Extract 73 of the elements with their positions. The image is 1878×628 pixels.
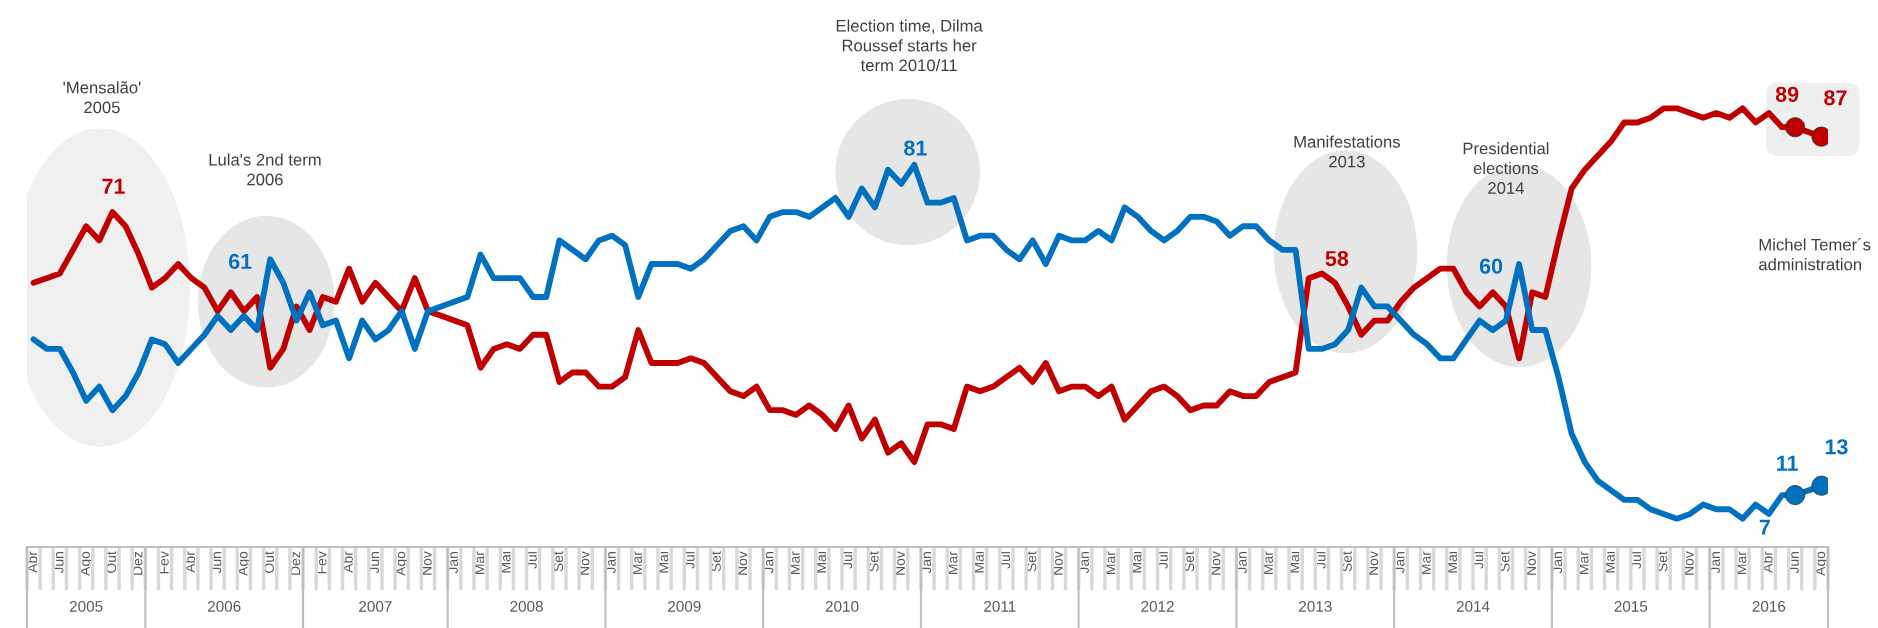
x-tick-label: Nov <box>1684 551 1694 575</box>
data-label: 13 <box>1825 439 1848 455</box>
annotation: Manifestations 2013 <box>1294 135 1400 168</box>
text: 2010 <box>825 601 859 612</box>
x-tick-label: Set <box>553 551 564 572</box>
text: 2014 <box>1456 601 1490 612</box>
x-tick-label: Mar <box>632 551 643 574</box>
text: 2012 <box>1141 601 1174 612</box>
x-tick-label: Set <box>1026 551 1037 572</box>
x-tick-label: Jan <box>1552 552 1563 574</box>
text: 2009 <box>668 601 701 612</box>
x-tick-label: Jun <box>369 552 380 574</box>
x-tick-label: Abr <box>184 551 196 573</box>
x-tick-label: Nov <box>1210 551 1221 575</box>
x-tick-label: Set <box>1184 551 1195 572</box>
x-tick-label: Nov <box>737 551 748 575</box>
text: 2015 <box>1614 601 1648 612</box>
x-tick-label: Jan <box>1394 552 1405 574</box>
text: 2005 <box>69 601 103 612</box>
x-tick-label: Mai <box>973 552 984 573</box>
x-tick-label: Mar <box>1736 551 1747 574</box>
x-tick-label: Set <box>1657 551 1668 572</box>
data-label: 87 <box>1824 90 1847 106</box>
text: 2011 <box>984 601 1016 612</box>
x-tick-label: Mar <box>947 551 958 574</box>
data-label: 71 <box>102 178 125 194</box>
x-tick-label: Jan <box>1237 552 1247 574</box>
annotation: Presidential elections 2014 <box>1463 142 1549 194</box>
x-tick-label: Fev <box>316 551 327 574</box>
data-label: 89 <box>1775 86 1799 102</box>
text: Election time, Dilma Roussef starts her term 2010/11 <box>836 19 983 72</box>
x-tick-label: Mai <box>815 552 827 573</box>
x-tick-label: Out <box>106 551 117 573</box>
x-tick-label: Mai <box>1446 552 1458 573</box>
text: 2008 <box>510 601 543 612</box>
x-tick-label: Mai <box>1604 552 1615 573</box>
x-tick-label: Nov <box>1368 551 1379 575</box>
data-label: 81 <box>904 140 927 156</box>
x-tick-label: Nov <box>1526 551 1536 575</box>
annotation: Lula's 2nd term 2006 <box>209 153 321 186</box>
text: 2007 <box>359 601 392 612</box>
x-tick-label: Jun <box>211 552 222 574</box>
x-tick-label: Mai <box>1289 552 1300 573</box>
x-tick-label: Mar <box>1105 551 1116 574</box>
text: 2013 <box>1299 601 1332 612</box>
x-tick-label: Mar <box>1421 551 1431 574</box>
x-tick-label: Mar <box>474 551 485 574</box>
x-tick-label: Jan <box>763 552 774 574</box>
data-label: 60 <box>1479 258 1503 274</box>
text: 2016 <box>1752 601 1786 612</box>
x-tick-label: Jul <box>842 552 853 569</box>
x-tick-label: Abr <box>27 551 38 573</box>
annotation: Michel Temer´s administration <box>1759 238 1871 271</box>
annotation: 'Mensalão' 2005 <box>63 81 141 114</box>
x-tick-label: Nov <box>1053 551 1063 575</box>
x-tick-label: Mar <box>1263 551 1274 574</box>
x-tick-label: Nov <box>895 551 905 575</box>
data-label: 61 <box>229 253 252 270</box>
x-tick-label: Jun <box>1789 552 1799 574</box>
x-tick-label: Nov <box>579 551 590 575</box>
x-tick-label: Dez <box>132 551 143 575</box>
data-label: 11 <box>1777 455 1798 471</box>
text: 2006 <box>207 601 241 612</box>
x-tick-label: Jan <box>921 552 932 574</box>
x-tick-label: Mar <box>790 551 800 574</box>
x-tick-label: Mai <box>658 552 669 573</box>
x-tick-label: Jan <box>606 552 616 574</box>
data-label: 58 <box>1325 250 1349 267</box>
x-tick-label: Dez <box>290 551 301 575</box>
data-label: 7 <box>1759 519 1770 535</box>
x-tick-label: Nov <box>421 551 432 575</box>
x-tick-label: Mar <box>1578 551 1589 574</box>
x-tick-label: Jul <box>1473 552 1484 569</box>
